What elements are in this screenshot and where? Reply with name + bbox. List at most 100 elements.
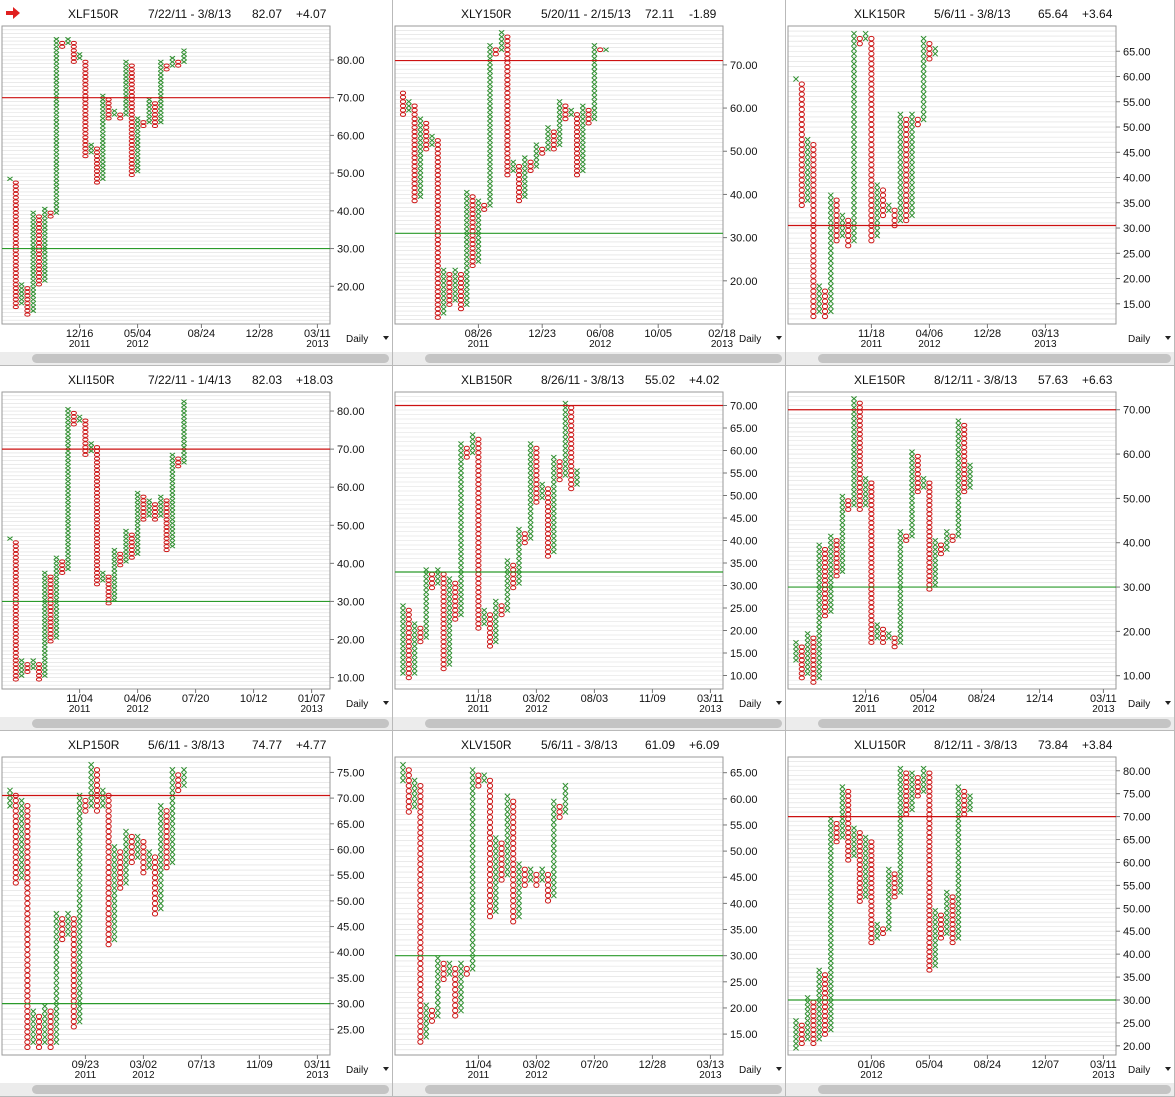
chart-symbol: XLV150R [461, 738, 512, 752]
horizontal-scrollbar[interactable] [393, 717, 785, 730]
x-mark [53, 616, 60, 621]
x-mark [65, 543, 71, 549]
horizontal-scrollbar[interactable] [0, 352, 392, 365]
x-mark [169, 543, 176, 549]
x-mark [423, 1023, 430, 1030]
x-mark [169, 517, 176, 522]
o-mark [93, 536, 101, 541]
o-mark [434, 155, 441, 161]
o-mark [24, 957, 31, 963]
x-mark [955, 466, 962, 473]
timeframe-select[interactable]: Daily [346, 699, 369, 710]
x-mark [65, 410, 71, 416]
o-mark [810, 237, 817, 244]
o-mark [556, 463, 563, 469]
timeframe-select[interactable]: Daily [1128, 334, 1151, 345]
x-mark [804, 639, 811, 646]
o-mark [903, 775, 910, 781]
scrollbar-thumb[interactable] [425, 1085, 782, 1094]
o-mark [440, 616, 447, 622]
x-mark [920, 60, 927, 67]
scrollbar-thumb[interactable] [818, 354, 1171, 363]
chevron-down-icon[interactable] [383, 701, 389, 705]
o-mark [93, 146, 101, 151]
o-mark [163, 498, 170, 503]
timeframe-select[interactable]: Daily [1128, 1065, 1151, 1076]
x-mark [146, 859, 153, 866]
x-mark [897, 871, 904, 877]
x-mark [53, 957, 60, 963]
o-mark [926, 866, 933, 872]
horizontal-scrollbar[interactable] [0, 717, 392, 730]
x-mark [446, 625, 453, 631]
chevron-down-icon[interactable] [383, 336, 389, 340]
timeframe-select[interactable]: Daily [739, 1065, 762, 1076]
x-mark [897, 591, 904, 597]
o-mark [903, 172, 910, 178]
chevron-down-icon[interactable] [776, 336, 782, 340]
o-mark [59, 566, 66, 572]
x-mark [41, 604, 48, 610]
timeframe-select[interactable]: Daily [1128, 699, 1151, 710]
timeframe-select[interactable]: Daily [739, 334, 762, 345]
chevron-down-icon[interactable] [776, 1067, 782, 1071]
x-mark [411, 621, 418, 627]
o-mark [434, 280, 441, 286]
o-mark [486, 819, 494, 826]
scrollbar-thumb[interactable] [32, 719, 389, 728]
x-mark [169, 828, 176, 835]
horizontal-scrollbar[interactable] [786, 717, 1174, 730]
x-mark [99, 146, 106, 151]
scrollbar-thumb[interactable] [32, 354, 389, 363]
o-mark [105, 941, 112, 948]
o-mark [128, 551, 135, 556]
horizontal-scrollbar[interactable] [393, 1083, 785, 1096]
x-mark [562, 432, 569, 438]
chevron-down-icon[interactable] [1165, 336, 1171, 340]
o-mark [82, 797, 89, 804]
x-mark [487, 202, 493, 208]
chevron-down-icon[interactable] [1165, 1067, 1171, 1071]
o-mark [926, 484, 933, 490]
timeframe-select[interactable]: Daily [739, 699, 762, 710]
right-arrow-icon[interactable] [6, 7, 20, 19]
y-tick-label: 30.00 [337, 596, 365, 608]
x-mark [111, 921, 118, 927]
scrollbar-thumb[interactable] [32, 1085, 389, 1094]
x-mark [41, 206, 48, 212]
o-mark [151, 874, 159, 881]
chevron-down-icon[interactable] [1165, 701, 1171, 705]
x-mark [897, 555, 904, 561]
o-mark [833, 538, 840, 543]
horizontal-scrollbar[interactable] [0, 1083, 392, 1096]
x-mark [76, 849, 83, 855]
o-mark [12, 823, 19, 830]
x-column [932, 45, 939, 57]
x-mark [897, 843, 904, 850]
x-mark [909, 529, 915, 535]
o-mark [93, 532, 101, 537]
horizontal-scrollbar[interactable] [786, 352, 1174, 365]
x-mark [816, 653, 823, 659]
y-tick-label: 40.00 [1123, 538, 1151, 550]
scrollbar-thumb[interactable] [425, 719, 782, 728]
horizontal-scrollbar[interactable] [393, 352, 785, 365]
x-column [53, 555, 60, 640]
o-mark [417, 918, 424, 925]
horizontal-scrollbar[interactable] [786, 1083, 1174, 1096]
scrollbar-thumb[interactable] [818, 719, 1171, 728]
o-mark [47, 1044, 54, 1051]
o-mark [521, 540, 528, 546]
scrollbar-thumb[interactable] [425, 354, 782, 363]
x-mark [446, 634, 453, 640]
x-mark [816, 630, 823, 637]
timeframe-select[interactable]: Daily [346, 334, 369, 345]
o-mark [798, 131, 805, 138]
scrollbar-thumb[interactable] [818, 1085, 1171, 1094]
x-mark [53, 127, 60, 133]
timeframe-select[interactable]: Daily [346, 1065, 369, 1076]
chevron-down-icon[interactable] [776, 701, 782, 705]
chevron-down-icon[interactable] [383, 1067, 389, 1071]
x-mark [920, 35, 927, 42]
x-mark [41, 593, 48, 599]
